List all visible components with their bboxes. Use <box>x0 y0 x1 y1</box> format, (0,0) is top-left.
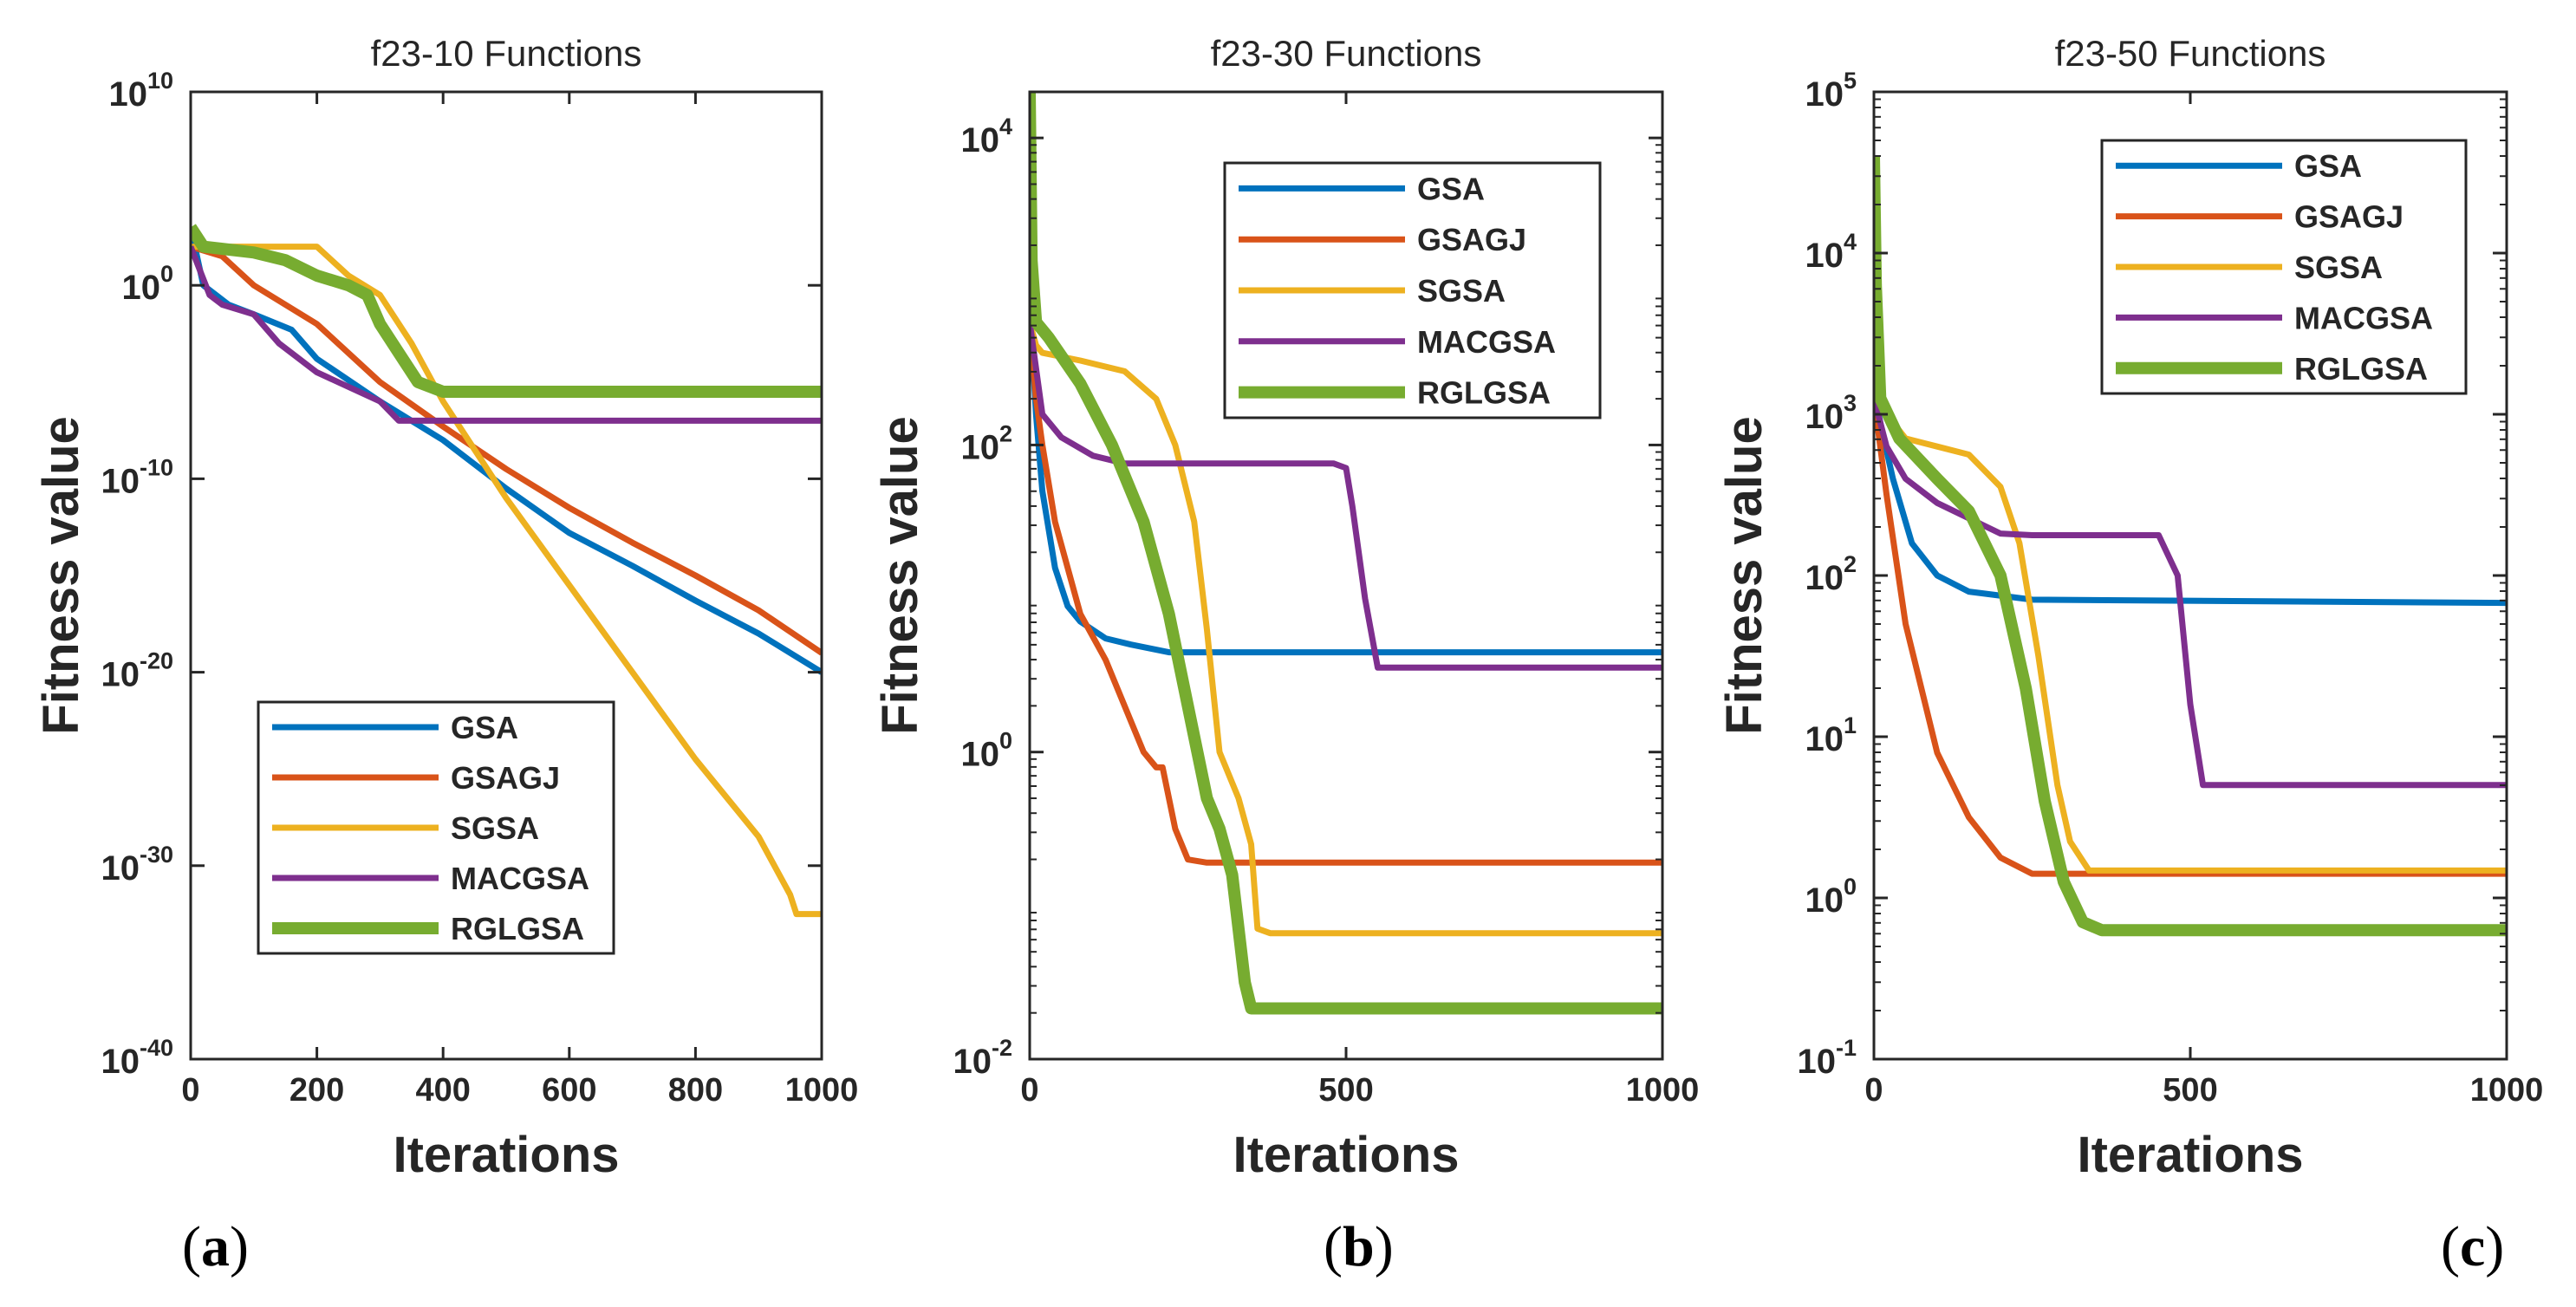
legend-label-gsa: GSA <box>2294 148 2362 184</box>
x-tick-label: 0 <box>1020 1072 1038 1109</box>
x-tick-label: 1000 <box>2470 1072 2544 1109</box>
legend-label-rglgsa: RGLGSA <box>451 911 584 946</box>
y-axis-label: Fitness value <box>872 416 928 734</box>
x-tick-label: 1000 <box>785 1072 859 1109</box>
legend-label-macgsa: MACGSA <box>2294 300 2433 335</box>
panel-label: (c) <box>2441 1215 2504 1278</box>
x-tick-label: 0 <box>1864 1072 1883 1109</box>
series-line-gsagj <box>1030 322 1662 866</box>
chart-title: f23-30 Functions <box>1211 33 1482 74</box>
y-tick-label: 10-2 <box>953 1035 1012 1081</box>
y-tick-label: 100 <box>960 728 1012 774</box>
series-line-macgsa <box>1030 322 1662 671</box>
y-tick-label: 10-1 <box>1797 1035 1857 1081</box>
chart-panel-2: 0 500 1000 10-2 100 102 104 f23-30 Functions Ite… <box>872 33 1699 1278</box>
y-tick-label: 102 <box>1805 551 1857 597</box>
legend-label-gsa: GSA <box>1417 171 1485 206</box>
series-line-gsagj <box>191 244 822 656</box>
series-group <box>191 224 822 918</box>
y-axis-label: Fitness value <box>33 416 89 734</box>
y-tick-label: 104 <box>1805 229 1857 275</box>
legend-label-gsagj: GSAGJ <box>451 760 560 796</box>
legend-label-gsagj: GSAGJ <box>2294 199 2404 235</box>
x-tick-label: 200 <box>289 1072 344 1109</box>
legend: GSA GSAGJ SGSA MACGSA RGLGSA <box>257 700 615 955</box>
legend-label-rglgsa: RGLGSA <box>2294 351 2428 387</box>
y-tick-label: 10-40 <box>101 1035 173 1081</box>
series-line-gsa <box>1030 306 1662 656</box>
y-tick-label: 100 <box>121 261 173 307</box>
chart-panel-3: 0 500 1000 10-1 100 101 102 103 104 105 f23-50 Fun… <box>1716 33 2543 1278</box>
series-line-rglgsa <box>1874 156 2507 937</box>
legend-label-sgsa: SGSA <box>2294 250 2383 285</box>
y-tick-label: 105 <box>1805 68 1857 114</box>
series-line-gsa <box>191 226 822 675</box>
y-tick-label: 102 <box>960 420 1012 466</box>
y-tick-label: 104 <box>960 114 1012 159</box>
series-line-gsa <box>1874 389 2507 607</box>
panel-label: (b) <box>1324 1215 1394 1278</box>
y-tick-label: 1010 <box>108 68 173 114</box>
legend-label-gsa: GSA <box>451 710 518 745</box>
x-tick-label: 800 <box>668 1072 723 1109</box>
legend-label-gsagj: GSAGJ <box>1417 222 1526 257</box>
legend-label-macgsa: MACGSA <box>1417 324 1556 360</box>
legend: GSA GSAGJ SGSA MACGSA RGLGSA <box>2100 139 2468 395</box>
legend-label-sgsa: SGSA <box>1417 273 1506 309</box>
axes-box <box>189 90 823 1061</box>
legend-label-sgsa: SGSA <box>451 810 539 846</box>
y-axis-label: Fitness value <box>1716 416 1773 734</box>
series-line-rglgsa <box>1030 92 1662 1015</box>
series-group <box>1030 92 1662 1015</box>
panel-label: (a) <box>182 1215 249 1278</box>
y-tick-label: 10-10 <box>101 454 173 500</box>
series-line-macgsa <box>1874 397 2507 789</box>
y-tick-label: 100 <box>1805 874 1857 920</box>
x-axis-label: Iterations <box>1233 1127 1459 1183</box>
series-line-rglgsa <box>191 224 822 398</box>
x-tick-label: 0 <box>181 1072 199 1109</box>
x-tick-label: 500 <box>1318 1072 1373 1109</box>
series-line-gsagj <box>1874 397 2507 877</box>
legend-label-rglgsa: RGLGSA <box>1417 375 1551 411</box>
legend-label-macgsa: MACGSA <box>451 861 589 896</box>
y-tick-label: 10-30 <box>101 842 173 888</box>
x-axis-label: Iterations <box>2077 1127 2303 1183</box>
chart-title: f23-50 Functions <box>2055 33 2326 74</box>
series-line-sgsa <box>191 244 822 918</box>
y-tick-label: 103 <box>1805 390 1857 436</box>
y-tick-label: 101 <box>1805 712 1857 758</box>
series-group <box>1874 156 2507 937</box>
legend: GSA GSAGJ SGSA MACGSA RGLGSA <box>1223 161 1602 419</box>
x-axis-label: Iterations <box>393 1127 619 1183</box>
chart-panel-1: 0 200 400 600 800 1000 10-40 10-30 10-20 10-10 100… <box>33 33 858 1278</box>
series-line-sgsa <box>1874 388 2507 874</box>
x-tick-label: 600 <box>542 1072 596 1109</box>
x-tick-label: 1000 <box>1626 1072 1700 1109</box>
series-line-macgsa <box>191 245 822 424</box>
y-tick-label: 10-20 <box>101 648 173 694</box>
x-tick-label: 500 <box>2163 1072 2217 1109</box>
chart-title: f23-10 Functions <box>371 33 642 74</box>
x-tick-label: 400 <box>415 1072 470 1109</box>
